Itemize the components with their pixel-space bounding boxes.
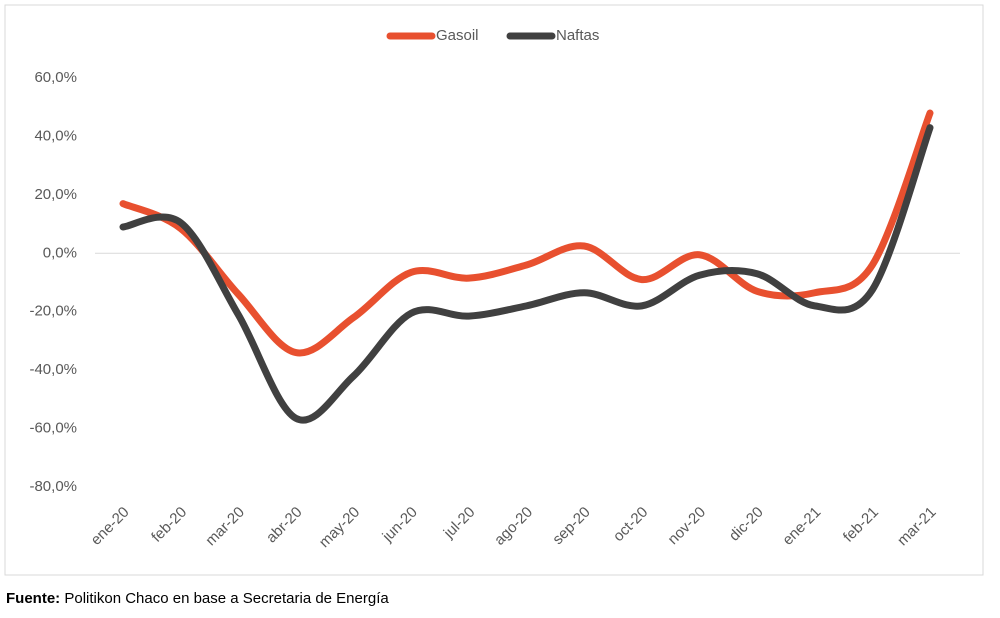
chart: -80,0% -60,0% -40,0% -20,0% 0,0% 20,0% 40,0% 60… <box>4 4 984 576</box>
y-tick-label: -80,0% <box>29 478 77 495</box>
source: Fuente: Politikon Chaco en base a Secret… <box>6 590 389 607</box>
source-text: Politikon Chaco en base a Secretaria de … <box>64 590 389 607</box>
source-label: Fuente: <box>6 590 61 607</box>
y-tick-label: -40,0% <box>29 361 77 378</box>
line-series <box>119 124 934 424</box>
legend-label: Gasoil <box>436 27 479 44</box>
legend-label: Naftas <box>556 27 599 44</box>
y-tick-label: 20,0% <box>34 186 77 203</box>
y-tick-label: 60,0% <box>34 69 77 86</box>
y-tick-label: 0,0% <box>43 244 77 261</box>
y-tick-label: -60,0% <box>29 420 77 437</box>
line-series <box>119 109 934 357</box>
y-tick-label: -20,0% <box>29 303 77 320</box>
y-tick-label: 40,0% <box>34 127 77 144</box>
